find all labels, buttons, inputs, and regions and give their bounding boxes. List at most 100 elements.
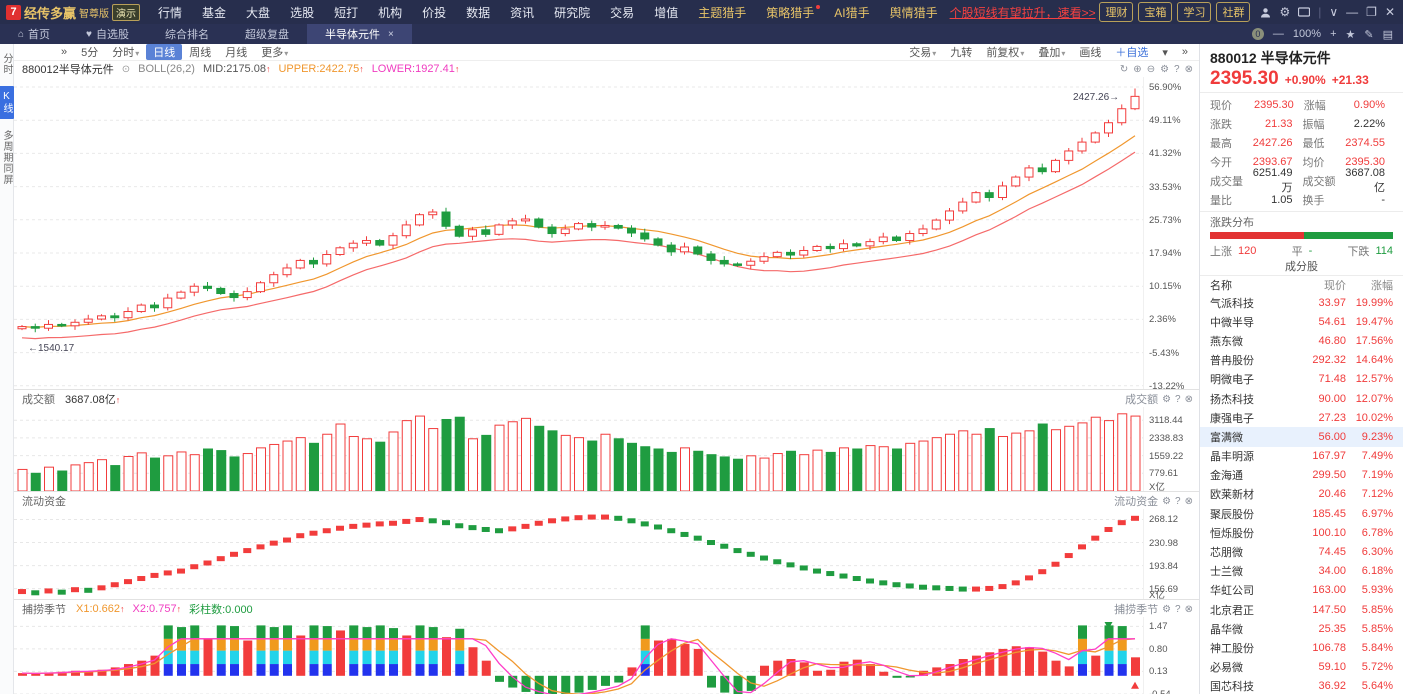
help-icon[interactable]: ? [1175, 603, 1181, 615]
menu-item-交易[interactable]: 交易 [610, 5, 635, 20]
settings-gear-icon[interactable]: ⚙ [1279, 5, 1291, 19]
close-icon[interactable]: ⊗ [1184, 603, 1193, 615]
constituent-row[interactable]: 晶丰明源 167.97 7.49% [1200, 447, 1403, 466]
constituent-row[interactable]: 金海通 299.50 7.19% [1200, 466, 1403, 485]
constituent-row[interactable]: 燕东微 46.80 17.56% [1200, 331, 1403, 350]
constituent-row[interactable]: 康强电子 27.23 10.02% [1200, 408, 1403, 427]
fund-plot[interactable]: 268.12 230.98 193.84 156.69 X亿 [14, 509, 1199, 601]
zoom-out-button[interactable]: — [1272, 28, 1284, 40]
zoom-out-icon[interactable]: ⊖ [1146, 63, 1156, 75]
zoom-in-icon[interactable]: ⊕ [1133, 63, 1142, 75]
menu-item-策略猎手[interactable]: 策略猎手 [756, 4, 824, 21]
tool-月线[interactable]: 月线 [225, 47, 248, 59]
tool-»[interactable]: » [61, 46, 68, 58]
tool-分时[interactable]: 分时▾ [112, 47, 140, 59]
gear-icon[interactable]: ⚙ [1162, 603, 1172, 615]
tool-»[interactable]: » [1181, 46, 1188, 58]
mode-tab-多周期同屏[interactable]: 多周期同屏 [1, 130, 12, 185]
fishing-plot[interactable]: 1.47 0.80 0.13 -0.54 [14, 617, 1199, 694]
constituent-row[interactable]: 华虹公司 163.00 5.93% [1200, 581, 1403, 600]
restore-button[interactable]: ❐ [1366, 5, 1377, 19]
close-button[interactable]: ✕ [1384, 5, 1395, 19]
titlebar-button-社群[interactable]: 社群 [1216, 2, 1251, 22]
constituent-row[interactable]: 士兰微 34.00 6.18% [1200, 562, 1403, 581]
menu-item-选股[interactable]: 选股 [290, 5, 315, 20]
minimize-button[interactable]: — [1346, 5, 1359, 19]
monitor-icon[interactable] [1298, 6, 1311, 18]
menu-item-基金[interactable]: 基金 [202, 5, 227, 20]
menu-item-数据[interactable]: 数据 [466, 5, 491, 20]
constituent-row[interactable]: 必易微 59.10 5.72% [1200, 658, 1403, 677]
mode-tab-K线[interactable]: K线 [0, 86, 14, 119]
help-icon[interactable]: ? [1175, 393, 1181, 405]
tool-▾[interactable]: ▾ [1162, 46, 1168, 59]
tab-超级复盘[interactable]: 超级复盘 [227, 24, 307, 44]
layout-panel-icon[interactable]: ▤ [1382, 28, 1393, 41]
tab-综合排名[interactable]: 综合排名 [147, 24, 227, 44]
menu-item-主题猎手[interactable]: 主题猎手 [698, 5, 747, 20]
gear-icon[interactable]: ⚙ [1162, 393, 1172, 405]
constituent-row[interactable]: 聚辰股份 185.45 6.97% [1200, 504, 1403, 523]
tool-前复权[interactable]: 前复权▾ [986, 47, 1025, 59]
help-icon[interactable]: ? [1174, 63, 1180, 75]
mode-tab-分时[interactable]: 分时 [1, 53, 12, 75]
user-icon[interactable] [1260, 7, 1271, 18]
refresh-icon[interactable]: ↻ [1119, 63, 1129, 75]
menu-item-行情[interactable]: 行情 [158, 5, 183, 20]
menu-item-资讯[interactable]: 资讯 [510, 5, 535, 20]
tool-更多[interactable]: 更多▾ [261, 47, 289, 59]
constituent-row[interactable]: 国芯科技 36.92 5.64% [1200, 677, 1403, 694]
chevron-down-icon[interactable]: ∨ [1329, 5, 1339, 19]
menu-item-大盘[interactable]: 大盘 [246, 5, 271, 20]
menu-item-研究院[interactable]: 研究院 [554, 5, 591, 20]
constituent-row[interactable]: 富满微 56.00 9.23% [1200, 427, 1403, 447]
menu-item-舆情猎手[interactable]: 舆情猎手 [889, 5, 938, 20]
tool-＋自选[interactable]: ＋自选 [1115, 47, 1149, 59]
coin-icon[interactable]: 0 [1251, 28, 1264, 40]
help-icon[interactable]: ? [1175, 495, 1181, 507]
gear-icon[interactable]: ⚙ [1162, 495, 1172, 507]
constituent-row[interactable]: 晶华微 25.35 5.85% [1200, 619, 1403, 638]
constituent-row[interactable]: 气派科技 33.97 19.99% [1200, 293, 1403, 312]
tool-交易[interactable]: 交易▾ [909, 47, 937, 59]
edit-pencil-icon[interactable]: ✎ [1364, 28, 1374, 41]
constituent-row[interactable]: 明微电子 71.48 12.57% [1200, 370, 1403, 389]
tab-半导体元件[interactable]: 半导体元件 × [306, 24, 412, 44]
menu-item-机构[interactable]: 机构 [378, 5, 403, 20]
menu-item-价投[interactable]: 价投 [422, 5, 447, 20]
titlebar-button-学习[interactable]: 学习 [1177, 2, 1212, 22]
tab-首页[interactable]: ⌂ 首页 [0, 24, 68, 44]
tool-周线[interactable]: 周线 [189, 47, 212, 59]
indicator-dropdown-icon[interactable]: ⊙ [121, 63, 131, 75]
indicator-name[interactable]: BOLL(26,2) [138, 63, 195, 75]
constituent-row[interactable]: 中微半导 54.61 19.47% [1200, 312, 1403, 331]
tab-自选股[interactable]: ♥ 自选股 [68, 24, 147, 44]
constituent-row[interactable]: 恒烁股份 100.10 6.78% [1200, 523, 1403, 542]
constituent-row[interactable]: 芯朋微 74.45 6.30% [1200, 542, 1403, 561]
menu-item-AI猎手[interactable]: AI猎手 [834, 5, 870, 20]
tool-日线[interactable]: 日线 [146, 44, 183, 60]
menu-item-增值[interactable]: 增值 [654, 5, 679, 20]
tool-5分[interactable]: 5分 [81, 47, 99, 59]
titlebar-button-理财[interactable]: 理财 [1099, 2, 1134, 22]
tab-close-icon[interactable]: × [387, 28, 394, 40]
tool-九转[interactable]: 九转 [950, 47, 973, 59]
close-icon[interactable]: ⊗ [1184, 63, 1193, 75]
titlebar-button-宝箱[interactable]: 宝箱 [1138, 2, 1173, 22]
kline-plot[interactable]: 56.90% 49.11% 41.32% 33.53% 25.73% 17.94% 10.1… [14, 77, 1199, 392]
constituent-row[interactable]: 欧莱新材 20.46 7.12% [1200, 485, 1403, 504]
favorite-star-icon[interactable]: ★ [1345, 28, 1356, 41]
constituent-row[interactable]: 普冉股份 292.32 14.64% [1200, 351, 1403, 370]
tool-画线[interactable]: 画线 [1079, 47, 1102, 59]
constituent-row[interactable]: 北京君正 147.50 5.85% [1200, 600, 1403, 619]
promo-link[interactable]: 个股短线有望拉升，速看>> [949, 5, 1096, 20]
zoom-in-button[interactable]: + [1330, 28, 1337, 40]
menu-item-短打[interactable]: 短打 [334, 5, 359, 20]
volume-plot[interactable]: 3118.44 2338.83 1559.22 779.61 X亿 [14, 407, 1199, 493]
constituent-row[interactable]: 神工股份 106.78 5.84% [1200, 638, 1403, 657]
tool-叠加[interactable]: 叠加▾ [1038, 47, 1066, 59]
close-icon[interactable]: ⊗ [1184, 495, 1193, 507]
constituent-row[interactable]: 扬杰科技 90.00 12.07% [1200, 389, 1403, 408]
gear-icon[interactable]: ⚙ [1160, 63, 1170, 75]
close-icon[interactable]: ⊗ [1184, 393, 1193, 405]
